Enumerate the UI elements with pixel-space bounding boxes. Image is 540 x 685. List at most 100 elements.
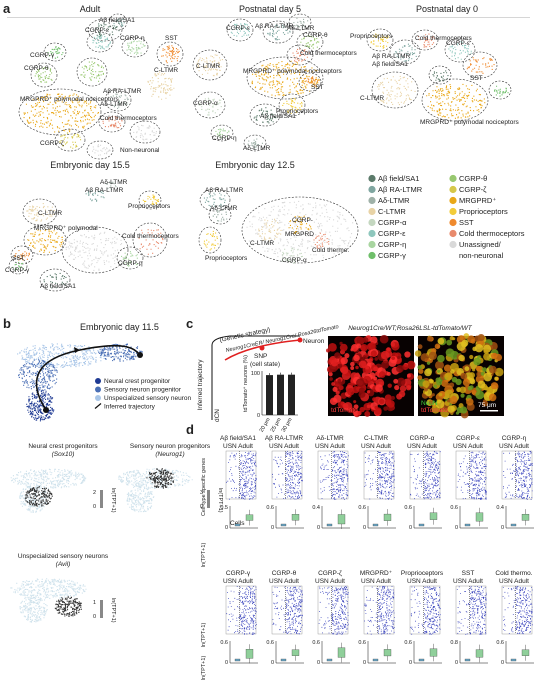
cell-body	[428, 351, 437, 360]
box-y0: 0	[455, 525, 458, 531]
adult-box	[245, 514, 254, 521]
cluster-label: Cold thermoceptors	[415, 35, 472, 42]
legend-label: Aβ RA-LTMR	[378, 185, 423, 194]
cluster-points	[203, 192, 226, 208]
cell-body	[417, 344, 423, 350]
cluster-label: MRGPRD⁺ polymodal nociceptors	[420, 119, 520, 126]
gene-map-gene: (Avil)	[56, 561, 71, 568]
cluster-label: MRGPRD⁺ polymodal nociceptors	[20, 96, 120, 103]
box-ymax: 0.6	[266, 505, 274, 511]
cell-body	[468, 372, 476, 379]
umap-p0: Postnatal day 0 Proprioceptors Aβ RA-LTMRA…	[350, 4, 520, 126]
cluster-label: CGRP-ε	[85, 27, 109, 34]
y-label-bottom: ln(TPT+1)	[201, 656, 207, 681]
heatmap-frame	[271, 585, 303, 635]
heatmap-cells	[410, 451, 441, 500]
usn-box	[510, 523, 517, 527]
cluster-label: CGRP-ε	[446, 40, 470, 47]
bar	[266, 375, 273, 415]
legend-label: Inferred trajectory	[104, 404, 156, 411]
legend-swatch	[368, 229, 376, 238]
cell-body	[334, 352, 341, 359]
usn-box	[280, 658, 287, 662]
scale-bar	[100, 600, 103, 618]
cell-body	[363, 375, 372, 384]
cluster-points	[230, 23, 250, 37]
usn-box	[234, 658, 241, 662]
cluster-outline	[298, 72, 322, 92]
legend-item: Aβ field/SA1	[368, 174, 419, 183]
trajectory-arrow	[74, 347, 80, 353]
legend-swatch	[449, 196, 457, 205]
cluster-label: MRGPRD⁺ polymodal nociceptors	[243, 68, 343, 75]
cluster-c-ltmr	[377, 75, 416, 106]
legend-swatch	[449, 207, 457, 216]
legend-item: CGRP-ε	[368, 229, 406, 238]
adult-box	[521, 513, 530, 521]
cluster-sensory-progenitor	[98, 343, 143, 362]
cluster-label: CGRP-ε	[226, 25, 250, 32]
usn-box	[280, 523, 287, 527]
gene-map-cells	[10, 468, 87, 489]
trajectory-legend-icon	[94, 403, 102, 409]
cluster-a-field-sa1	[432, 70, 449, 82]
gene-map-cells	[19, 594, 48, 623]
cell-body	[428, 400, 434, 406]
scale-bar	[480, 410, 498, 412]
panel-b-title: Embryonic day 11.5	[80, 322, 159, 332]
cluster-cgrp-	[448, 41, 472, 60]
cluster-outline	[411, 29, 439, 51]
cluster-sst	[302, 76, 319, 87]
column-title: Aβ field/SA1	[220, 435, 256, 442]
dcn-label: dCN	[214, 409, 221, 422]
cluster-outline	[444, 37, 476, 63]
adult-box	[521, 649, 530, 656]
cluster-points	[313, 232, 330, 249]
micrograph-merge	[414, 333, 504, 419]
cell-body	[390, 342, 396, 347]
cell-body	[486, 386, 494, 394]
micrograph-tdtomato-label: tdTomato	[421, 407, 448, 414]
cluster-outline	[156, 41, 184, 67]
box-y0: 0	[271, 660, 274, 666]
legend-label: Cold thermoceptors	[459, 229, 525, 238]
neuron-label: Neuron	[303, 338, 325, 345]
cluster-a-ra-ltmr	[113, 17, 125, 27]
column-subtitle: USN Adult	[315, 443, 345, 450]
cell-body	[474, 335, 481, 342]
cell-body	[333, 394, 342, 403]
cluster-outline	[121, 36, 149, 58]
cell-body	[398, 390, 406, 398]
adult-box	[337, 514, 346, 525]
cluster-points	[65, 230, 124, 271]
adult-box	[383, 649, 392, 657]
cell-body	[480, 371, 485, 376]
cell-body	[458, 354, 465, 362]
legend-label: Unassigned/	[459, 240, 502, 249]
cluster-proprioceptors	[282, 97, 303, 114]
cell-body	[397, 355, 401, 359]
cluster-a-ra-ltmr	[394, 43, 417, 62]
cell-body	[475, 365, 482, 372]
cell-body	[374, 371, 379, 376]
cell-body	[434, 343, 441, 350]
cell-body	[488, 365, 497, 374]
cluster-outline	[138, 190, 162, 210]
cluster-points	[10, 578, 87, 599]
cluster-points	[80, 61, 104, 82]
cell-body	[347, 388, 355, 396]
cluster-points	[300, 35, 320, 49]
cluster-outline	[86, 140, 114, 160]
cluster-points	[251, 60, 320, 97]
scale-max: 3	[200, 490, 203, 496]
cluster-points	[27, 229, 64, 253]
cell-body	[373, 376, 378, 381]
cluster-cgrp-	[494, 85, 509, 97]
usn-box	[464, 523, 471, 527]
micrograph-title: Neurog1Cre/WT;Rosa26LSL-tdTomato/WT	[348, 325, 473, 332]
cluster-outline	[22, 198, 58, 226]
